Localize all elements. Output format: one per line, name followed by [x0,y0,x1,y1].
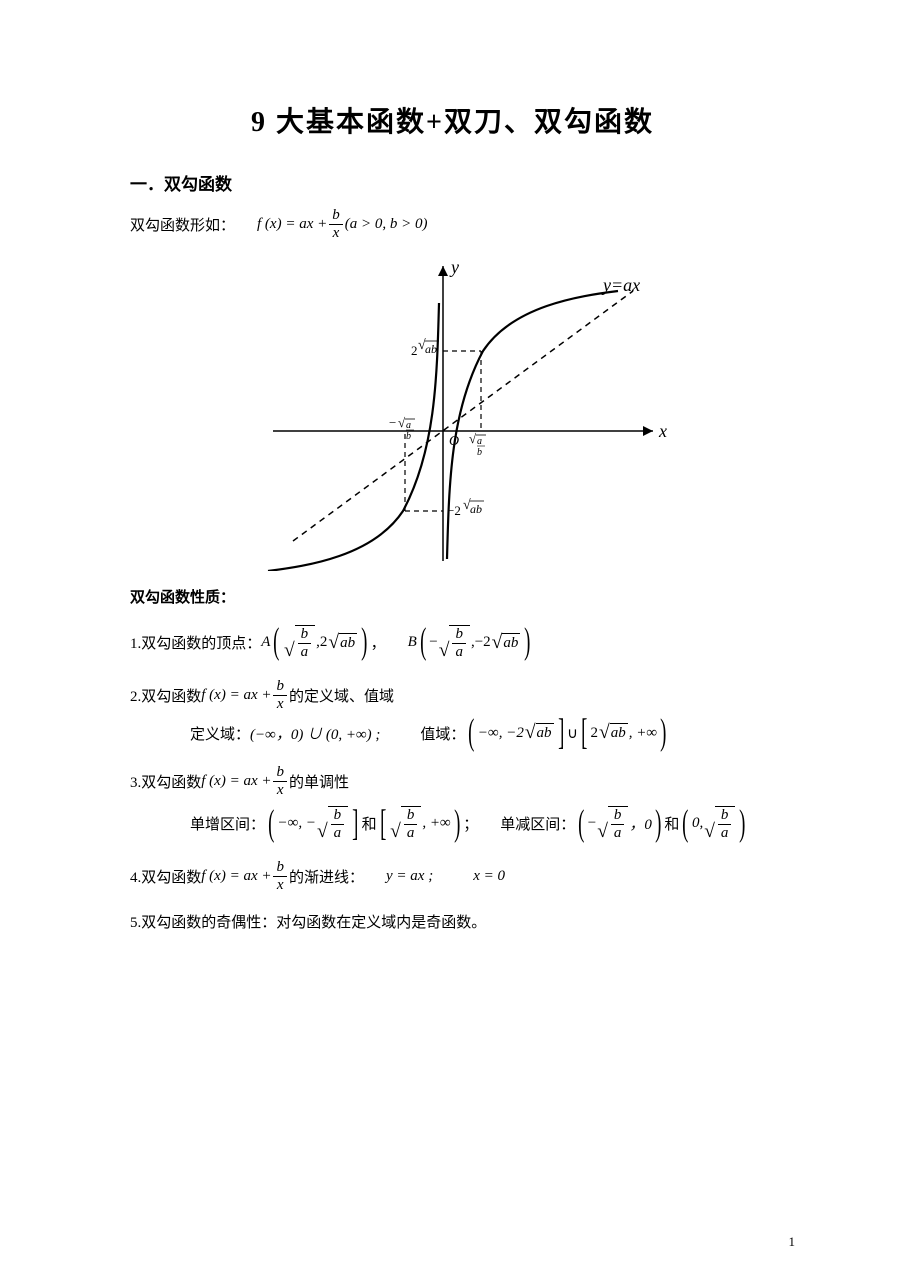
intro-line: 双勾函数形如： f (x) = ax + b x (a > 0, b > 0) [130,207,775,241]
property-1: 1.双勾函数的顶点： A ( √ba , 2 √ab ) ， B ( − √ba… [130,625,775,660]
document-page: 9 大基本函数+双刀、双勾函数 一．双勾函数 双勾函数形如： f (x) = a… [0,0,905,1280]
property-2: 2.双勾函数 f (x) = ax + bx 的定义域、值域 定义域： (−∞，… [130,678,775,746]
prop1-label: 1.双勾函数的顶点： [130,632,261,653]
x-axis-label: x [658,421,667,441]
svg-text:a: a [477,436,482,447]
page-title: 9 大基本函数+双刀、双勾函数 [130,100,775,140]
svg-text:2: 2 [411,343,418,358]
svg-text:−: − [389,415,396,430]
formula-frac: b x [329,207,343,241]
y-axis-label: y [449,257,459,277]
property-3: 3.双勾函数 f (x) = ax + bx 的单调性 单增区间： ( −∞, … [130,764,775,841]
hyperbola-graph: y x O y=ax 2 √ ab −2 √ ab [233,251,673,571]
formula-fx: f (x) = ax + [257,216,327,233]
graph-container: y x O y=ax 2 √ ab −2 √ ab [130,251,775,576]
svg-text:a: a [406,420,411,431]
section-heading: 一．双勾函数 [130,170,775,195]
page-number: 1 [789,1234,796,1250]
property-5: 5.双勾函数的奇偶性：对勾函数在定义域内是奇函数。 [130,911,775,932]
property-4: 4.双勾函数 f (x) = ax + bx 的渐进线： y = ax ; x … [130,859,775,893]
properties-heading: 双勾函数性质： [130,586,775,607]
svg-text:−2: −2 [447,503,461,518]
svg-text:√: √ [469,431,477,446]
intro-label: 双勾函数形如： [130,214,235,235]
svg-text:b: b [406,431,411,442]
svg-text:b: b [477,447,482,458]
svg-text:√: √ [398,415,406,430]
formula-cond: (a > 0, b > 0) [345,216,428,233]
svg-text:ab: ab [425,342,437,356]
svg-text:ab: ab [470,502,482,516]
